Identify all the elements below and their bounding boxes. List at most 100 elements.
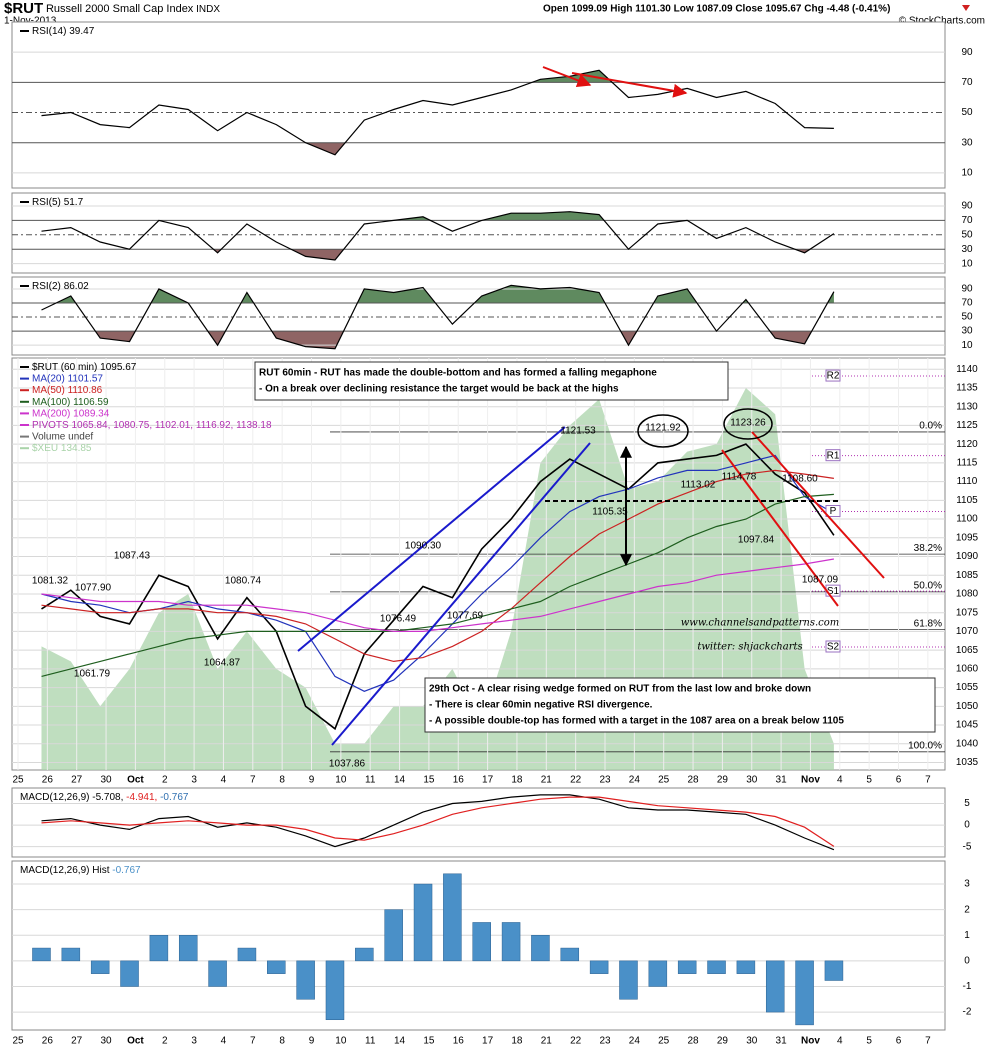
x-tick-label: 15 [423, 775, 435, 786]
price-label: 1121.92 [645, 423, 681, 434]
price-label: 1105.35 [592, 507, 628, 518]
pivot-label: S2 [827, 642, 840, 653]
legend-name: MA(200) [32, 408, 70, 419]
note-text: - A possible double-top has formed with … [429, 716, 844, 727]
bar [32, 947, 51, 962]
price-label: 1097.84 [738, 535, 775, 546]
divergence-arrow [542, 66, 592, 88]
y-tick-label: 1065 [956, 645, 979, 656]
x-tick-label: 22 [570, 1036, 582, 1047]
x-tick-label: 23 [599, 1036, 611, 1047]
bar [384, 909, 403, 962]
x-tick-label: 14 [394, 1036, 406, 1047]
bar [501, 922, 521, 962]
legend-name: RSI(5) [32, 197, 61, 208]
fib-label: 50.0% [914, 581, 942, 592]
bar [736, 960, 756, 974]
panel-fore [41, 284, 835, 350]
x-tick-label: 15 [423, 1036, 435, 1047]
legend-value: 1065.84, [71, 420, 110, 431]
x-tick-label: 26 [42, 775, 54, 786]
y-tick-label: 50 [961, 107, 973, 118]
y-tick-label: 1125 [956, 420, 978, 431]
y-tick-label: 1075 [956, 607, 979, 618]
price-label: 1077.69 [447, 611, 484, 622]
price-label: 1087.09 [802, 575, 839, 586]
x-tick-label: 29 [717, 1036, 729, 1047]
x-tick-label: 5 [866, 775, 872, 786]
y-tick-label: 90 [961, 284, 973, 295]
pivot-label: R2 [827, 371, 840, 382]
y-tick-label: 0 [964, 956, 970, 967]
legend-name: $RUT (60 min) [32, 362, 97, 373]
panel-frame [11, 21, 946, 189]
x-tick-label: 9 [309, 775, 315, 786]
rsi-fill [95, 331, 812, 349]
x-tick-label: 4 [837, 775, 843, 786]
legend-value: 86.02 [64, 281, 89, 292]
bar [208, 960, 227, 987]
y-tick-label: 1045 [956, 720, 979, 731]
x-tick-label: Oct [127, 775, 144, 786]
bar [267, 960, 286, 974]
bar [707, 960, 726, 974]
x-tick-label: 10 [335, 775, 347, 786]
price-label: 1121.53 [560, 426, 596, 437]
y-tick-label: 90 [961, 47, 973, 58]
note-box [254, 361, 729, 401]
divergence-arrow [571, 72, 688, 98]
x-tick-label: 7 [925, 775, 931, 786]
wedge-line [297, 426, 566, 652]
panel-back [41, 285, 834, 349]
legend-value: 1101.57 [68, 373, 104, 384]
pivot-box [825, 640, 841, 653]
bar [765, 960, 785, 1013]
bar [619, 960, 638, 1000]
x-tick-label: 30 [100, 1036, 112, 1047]
y-tick-label: 2 [964, 904, 970, 915]
legend-entry: $RUT (60 min) 1095.67 [32, 362, 137, 373]
bar [61, 947, 81, 962]
price-label: 1081.32 [32, 576, 69, 587]
note-text: RUT 60min - RUT has made the double-bott… [259, 368, 657, 379]
bar [90, 960, 110, 974]
top-circle [637, 414, 689, 448]
x-tick-label: 25 [658, 1036, 670, 1047]
y-tick-label: 30 [961, 137, 973, 148]
bar [589, 960, 609, 974]
panel: -2 -1 0 1 2 3 MACD(12,26,9) Hist -0.767 [11, 860, 972, 1031]
pivot-label: P [830, 506, 837, 517]
panel: -5 0 5 MACD(12,26,9) -5.708, -4.941, -0.767 [11, 787, 972, 858]
bar [120, 960, 139, 987]
panel-fore [41, 211, 835, 261]
y-tick-label: 1095 [956, 532, 979, 543]
note-text: 29th Oct - A clear rising wedge formed o… [429, 684, 811, 695]
x-tick-label: 25 [658, 775, 670, 786]
x-tick-label: 4 [837, 1036, 843, 1047]
grid [12, 51, 945, 174]
x-tick-label: 29 [717, 775, 729, 786]
bar [531, 935, 550, 962]
x-tick-label: 24 [629, 1036, 641, 1047]
bar [824, 960, 844, 981]
price-label: 1123.26 [730, 418, 766, 429]
y-tick-label: 1100 [956, 514, 978, 525]
y-tick-label: 90 [961, 201, 973, 212]
note-text: - On a break over declining resistance t… [259, 384, 619, 395]
x-tick-label: 30 [746, 1036, 758, 1047]
y-tick-label: 1070 [956, 626, 979, 637]
pivot-box [825, 449, 841, 462]
panel: 10 30 50 70 90 RSI(5) 51.7 [11, 192, 973, 274]
y-tick-label: 10 [961, 168, 973, 179]
x-tick-label: 17 [482, 1036, 494, 1047]
x-tick-label: Oct [127, 1036, 144, 1047]
panel-frame [11, 192, 946, 274]
megaphone-line [721, 449, 839, 607]
x-tick-label: 27 [71, 775, 83, 786]
x-tick-label: 25 [12, 1036, 24, 1047]
y-tick-label: -5 [963, 841, 972, 852]
legend-entry: Volume undef [32, 431, 93, 442]
bar [443, 873, 462, 962]
legend-value: 51.7 [64, 197, 84, 208]
legend-title: MACD(12,26,9) Hist [20, 865, 110, 876]
